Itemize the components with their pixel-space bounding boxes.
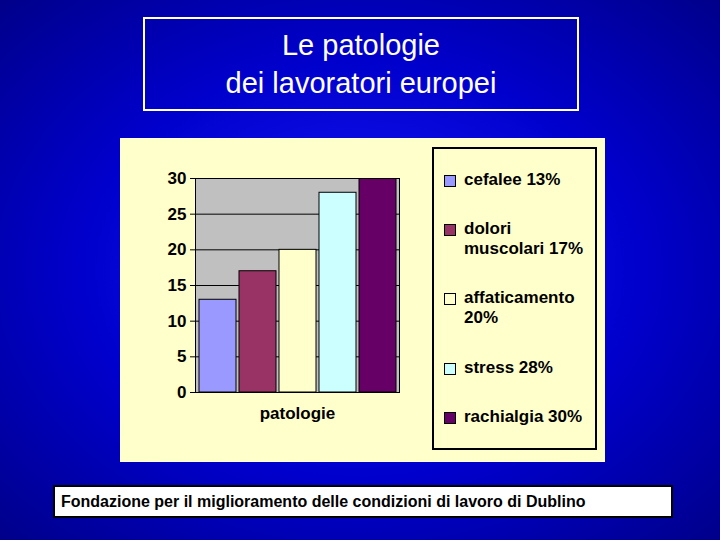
svg-text:10: 10 <box>168 312 187 331</box>
html-text:dolori muscolari 17%: dolori muscolari 17% <box>464 219 584 259</box>
html-text:stress 28%: stress 28% <box>464 357 553 377</box>
html-text:affaticamento 20%: affaticamento 20% <box>464 288 575 328</box>
html-text:rachialgia 30%: rachialgia 30% <box>464 407 583 427</box>
svg-text:patologie: patologie <box>260 404 336 423</box>
svg-text:5: 5 <box>177 347 186 366</box>
svg-text:15: 15 <box>168 276 187 295</box>
svg-text:20: 20 <box>168 240 187 259</box>
html-text:Le patologie dei lavoratori eu: Le patologie dei lavoratori europei <box>225 29 497 99</box>
svg-text:25: 25 <box>168 205 187 224</box>
svg-text:30: 30 <box>168 169 187 188</box>
html-text:cefalee 13%: cefalee 13% <box>464 169 561 189</box>
svg-text:0: 0 <box>177 383 186 402</box>
html-text:Fondazione per il migliorament: Fondazione per il miglioramento delle co… <box>61 492 586 510</box>
